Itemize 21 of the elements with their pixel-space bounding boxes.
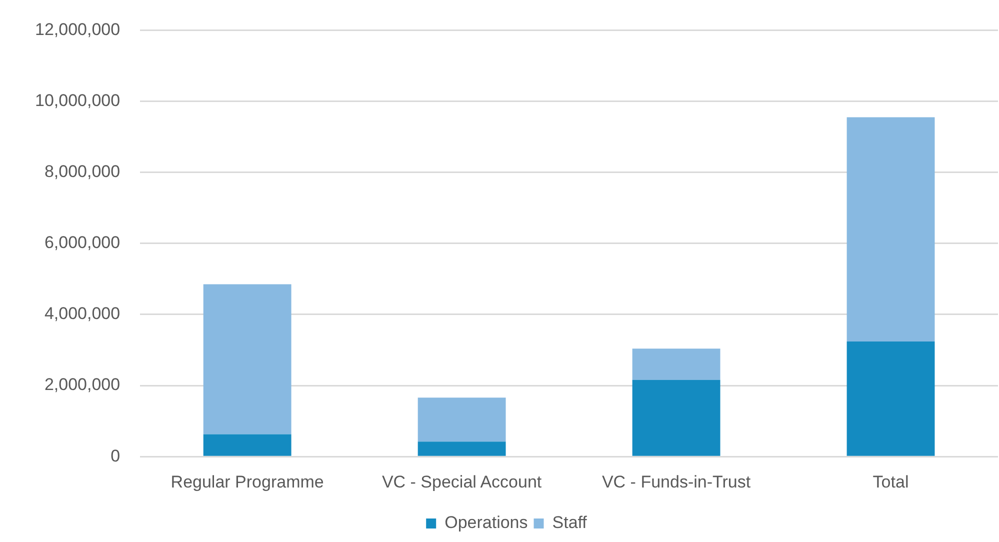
y-tick-label: 12,000,000 [34, 20, 120, 39]
bar [203, 284, 292, 434]
y-tick-label: 6,000,000 [44, 233, 120, 252]
bar [632, 380, 720, 456]
bar [418, 442, 506, 456]
legend-label: Operations [444, 513, 528, 532]
bar [418, 398, 506, 442]
x-tick-label: VC - Funds-in-Trust [602, 472, 751, 492]
y-tick-label: 8,000,000 [44, 162, 120, 182]
bar [203, 434, 292, 456]
bar [632, 348, 720, 380]
bar [846, 117, 935, 342]
x-tick-label: Regular Programme [170, 472, 324, 492]
x-tick-label: VC - Special Account [382, 472, 542, 492]
y-tick-label: 4,000,000 [44, 304, 120, 324]
y-tick-label: 10,000,000 [34, 90, 120, 110]
x-tick-label: Total [872, 472, 909, 492]
bar [846, 341, 935, 456]
y-tick-label: 0 [110, 446, 120, 466]
y-tick-label: 2,000,000 [44, 375, 120, 394]
legend-label: Staff [552, 513, 588, 532]
